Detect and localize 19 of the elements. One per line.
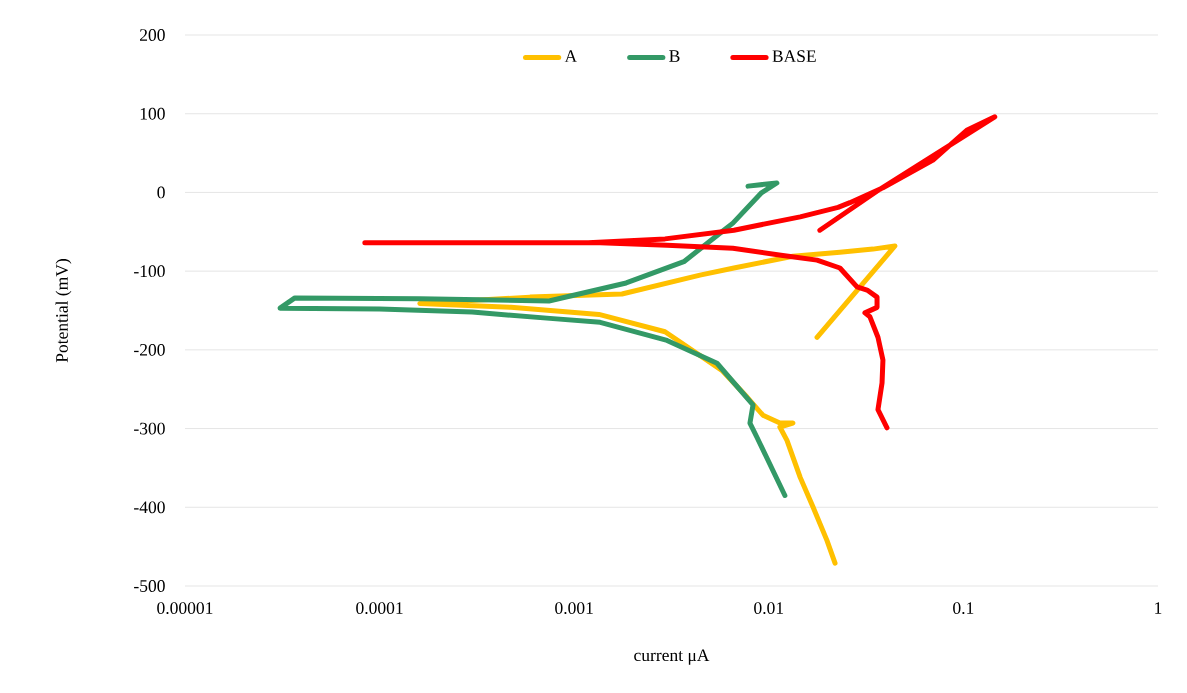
- y-axis-title: Potential (mV): [55, 259, 72, 363]
- legend-label: B: [669, 50, 680, 62]
- y-tick-label: -200: [134, 343, 165, 356]
- y-tick-label: 100: [140, 107, 165, 120]
- y-tick-label: -300: [134, 422, 165, 435]
- y-tick-label: 0: [157, 186, 165, 199]
- x-tick-label: 0.0001: [356, 602, 403, 615]
- x-tick-label: 0.01: [754, 602, 784, 615]
- x-tick-label: 0.00001: [157, 602, 213, 615]
- legend-label: A: [564, 50, 578, 62]
- x-tick-label: 0.1: [953, 602, 974, 615]
- x-axis-title: current μA: [634, 649, 710, 665]
- y-tick-label: -400: [134, 501, 165, 514]
- legend-label: BASE: [772, 50, 816, 63]
- y-tick-label: 200: [140, 29, 165, 41]
- x-tick-label: 1: [1155, 602, 1162, 614]
- y-tick-label: -100: [134, 265, 165, 278]
- x-tick-label: 0.001: [555, 602, 593, 615]
- y-tick-label: -500: [134, 580, 165, 592]
